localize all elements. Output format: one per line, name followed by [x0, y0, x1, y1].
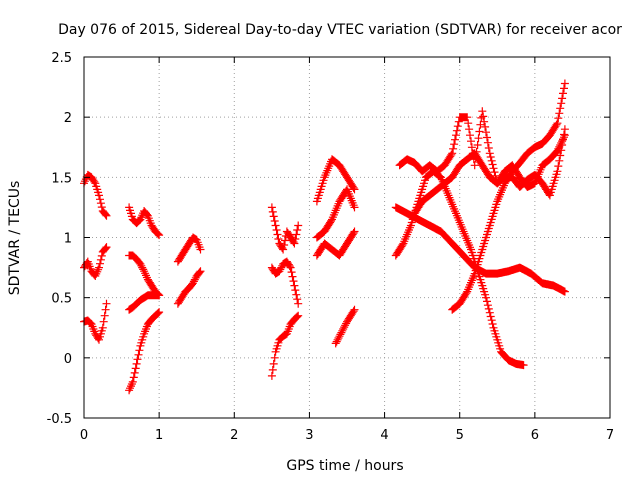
- x-tick-label: 0: [80, 428, 88, 443]
- x-tick-label: 3: [305, 428, 313, 443]
- data-point-markers: [391, 203, 569, 296]
- x-tick-label: 7: [606, 428, 614, 443]
- series-sat-c: [80, 299, 111, 344]
- y-tick-label: 1: [64, 232, 72, 247]
- series-sat-k: [267, 257, 303, 308]
- x-tick-label: 4: [380, 428, 388, 443]
- series-sat-l: [267, 311, 303, 380]
- series-sat-m: [312, 155, 359, 206]
- series-sat-n: [312, 185, 359, 242]
- data-point-markers: [312, 185, 359, 242]
- x-axis-label: GPS time / hours: [286, 458, 403, 474]
- series-sat-r: [391, 203, 569, 296]
- data-point-markers: [331, 305, 359, 348]
- data-point-markers: [173, 267, 205, 308]
- data-point-markers: [125, 203, 164, 240]
- data-point-markers: [80, 299, 111, 344]
- data-point-markers: [312, 155, 359, 206]
- series-sat-q: [391, 167, 528, 370]
- x-tick-label: 1: [155, 428, 163, 443]
- data-point-markers: [125, 291, 164, 314]
- data-point-markers: [410, 131, 569, 218]
- series-sat-j: [267, 203, 303, 254]
- series-sat-p: [331, 305, 359, 348]
- data-point-markers: [80, 243, 111, 280]
- data-point-markers: [312, 227, 359, 260]
- data-marks: [80, 79, 569, 395]
- data-point-markers: [267, 203, 303, 254]
- data-point-markers: [173, 233, 205, 266]
- series-sat-a: [80, 170, 111, 220]
- tick-labels: 0 1 2 3 4 5 6 7 -0.5 0 0.5 1 1.5 2 2.5: [47, 51, 615, 443]
- x-tick-label: 2: [230, 428, 238, 443]
- y-tick-label: 1.5: [51, 171, 72, 186]
- series-sat-u: [410, 131, 569, 218]
- x-tick-label: 6: [531, 428, 539, 443]
- series-sat-o: [312, 227, 359, 260]
- series-sat-b: [80, 243, 111, 280]
- data-point-markers: [267, 311, 303, 380]
- series-sat-f: [125, 291, 164, 314]
- series-sat-h: [173, 267, 205, 308]
- data-point-markers: [267, 257, 303, 308]
- x-tick-label: 5: [456, 428, 464, 443]
- y-tick-label: 2: [64, 111, 72, 126]
- series-sat-d: [125, 203, 164, 240]
- series-sat-i: [173, 233, 205, 266]
- y-tick-label: 0: [64, 352, 72, 367]
- y-tick-label: 0.5: [51, 292, 72, 307]
- y-axis-label: SDTVAR / TECUs: [7, 181, 23, 296]
- data-point-markers: [125, 308, 164, 395]
- y-tick-label: -0.5: [47, 412, 72, 427]
- data-point-markers: [391, 167, 528, 370]
- data-point-markers: [80, 170, 111, 220]
- chart-title: Day 076 of 2015, Sidereal Day-to-day VTE…: [58, 22, 622, 38]
- y-tick-label: 2.5: [51, 51, 72, 66]
- series-sat-g: [125, 308, 164, 395]
